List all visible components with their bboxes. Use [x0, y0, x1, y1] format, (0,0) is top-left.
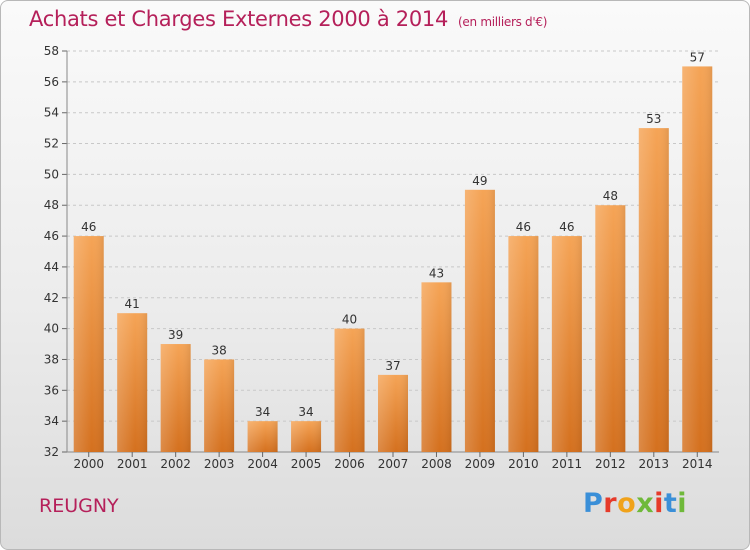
y-tick-label: 44 — [44, 260, 59, 274]
bar-shade-2000 — [73, 236, 104, 452]
bar-shade-2002 — [160, 344, 191, 452]
x-tick-label: 2007 — [378, 457, 409, 471]
bar-shade-2007 — [378, 374, 408, 452]
value-label: 37 — [385, 359, 400, 373]
value-labels: 46 41 39 38 34 34 40 37 43 49 46 46 48 53 57 — [81, 50, 705, 419]
bar-shade-2005 — [291, 421, 322, 452]
bar-shade-2009 — [464, 189, 495, 453]
value-label: 34 — [255, 405, 270, 419]
bar-shade-2011 — [551, 236, 582, 452]
y-tick-label: 38 — [44, 352, 59, 366]
y-tick-label: 50 — [44, 167, 59, 181]
bar-shade-2001 — [117, 313, 148, 452]
value-label: 38 — [211, 343, 226, 357]
chart-subtitle: (en milliers d'€) — [458, 15, 548, 29]
y-tick-label: 56 — [44, 75, 59, 89]
value-label: 34 — [298, 405, 313, 419]
bar-shade-2004 — [247, 421, 278, 452]
bar-shade-2008 — [421, 282, 452, 452]
y-tick-label: 40 — [44, 322, 59, 336]
value-label: 41 — [125, 297, 140, 311]
axes: 32 34 36 38 40 42 44 46 48 50 52 54 56 58 2000 2001 2002… — [44, 44, 719, 471]
bar-shade-2006 — [334, 328, 365, 452]
x-tick-label: 2005 — [291, 457, 322, 471]
x-tick-label: 2001 — [117, 457, 148, 471]
bar-shade-2003 — [204, 359, 235, 452]
value-label: 48 — [603, 189, 618, 203]
x-tick-label: 2008 — [421, 457, 452, 471]
commune-name: REUGNY — [39, 495, 119, 517]
y-tick-label: 46 — [44, 229, 59, 243]
bars — [73, 66, 713, 453]
chart-title-text: Achats et Charges Externes 2000 à 2014 — [29, 7, 449, 31]
bar-shade-2014 — [682, 66, 713, 452]
x-tick-label: 2009 — [465, 457, 496, 471]
y-tick-label: 52 — [44, 137, 59, 151]
bar-shade-2012 — [595, 205, 626, 452]
value-label: 46 — [516, 220, 531, 234]
x-tick-label: 2012 — [595, 457, 626, 471]
bar-shade-2010 — [508, 236, 539, 452]
value-label: 46 — [559, 220, 574, 234]
value-label: 49 — [472, 174, 487, 188]
value-label: 43 — [429, 266, 444, 280]
x-tick-label: 2004 — [247, 457, 278, 471]
x-tick-label: 2010 — [508, 457, 539, 471]
x-tick-label: 2002 — [160, 457, 191, 471]
y-tick-label: 42 — [44, 291, 59, 305]
y-tick-label: 54 — [44, 106, 59, 120]
value-label: 46 — [81, 220, 96, 234]
y-tick-label: 36 — [44, 383, 59, 397]
value-label: 53 — [646, 112, 661, 126]
bar-shade-2013 — [638, 128, 669, 452]
x-tick-label: 2000 — [73, 457, 104, 471]
x-tick-label: 2013 — [639, 457, 670, 471]
value-label: 57 — [690, 50, 705, 64]
y-tick-label: 58 — [44, 44, 59, 58]
x-tick-label: 2011 — [552, 457, 583, 471]
x-tick-label: 2014 — [682, 457, 713, 471]
x-tick-label: 2006 — [334, 457, 365, 471]
y-tick-label: 32 — [44, 445, 59, 459]
chart-title: Achats et Charges Externes 2000 à 2014 (e… — [29, 7, 547, 31]
y-tick-label: 34 — [44, 414, 59, 428]
value-label: 39 — [168, 328, 183, 342]
proxiti-logo: Proxiti — [583, 488, 688, 519]
x-tick-label: 2003 — [204, 457, 235, 471]
y-tick-label: 48 — [44, 198, 59, 212]
value-label: 40 — [342, 313, 357, 327]
